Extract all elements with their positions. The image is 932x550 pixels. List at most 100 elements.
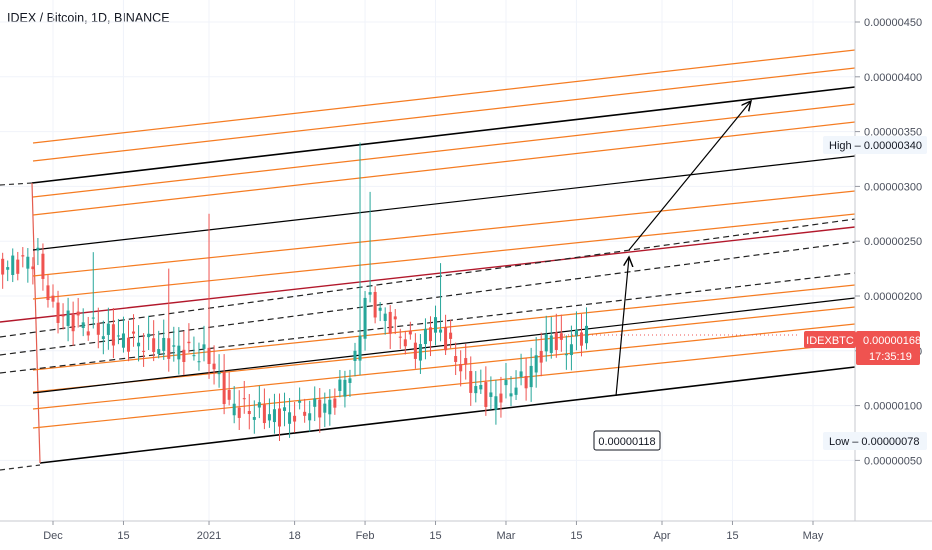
high-label: High – 0.00000340: [829, 140, 922, 152]
candle-body: [484, 382, 488, 407]
candle-body: [569, 344, 573, 356]
fib-line: [32, 323, 856, 410]
x-tick-label: May: [803, 530, 824, 542]
y-tick-label: 0.00000350: [864, 127, 922, 139]
candle-body: [338, 379, 342, 391]
candle-body: [76, 311, 80, 316]
fib-line: [32, 49, 856, 144]
candle-body: [413, 342, 417, 359]
candle-body: [232, 403, 236, 416]
candle-body: [333, 398, 337, 408]
candle-body: [202, 344, 206, 349]
dashed-line: [0, 272, 856, 374]
candle-body: [86, 331, 90, 336]
candle-body: [534, 355, 538, 373]
candle-body: [126, 337, 131, 352]
candle-body: [96, 322, 100, 335]
arrow-to-target: [628, 101, 751, 251]
candle-body: [439, 329, 443, 333]
y-tick-label: 0.00000450: [864, 17, 922, 29]
fib-line: [32, 103, 856, 198]
fib-line: [32, 342, 856, 429]
candle-body: [363, 297, 367, 339]
candle-body: [257, 402, 261, 408]
candle-body: [579, 332, 583, 346]
candle-body: [192, 355, 196, 357]
candle-body: [272, 409, 276, 423]
candle-body: [293, 415, 297, 422]
candle-body: [408, 330, 412, 335]
candle-body: [237, 407, 241, 418]
candle-body: [247, 410, 251, 415]
x-tick-label: 2021: [197, 530, 221, 542]
candle-body: [489, 392, 493, 397]
annotation-text: 0.00000118: [598, 436, 655, 448]
candle-body: [474, 386, 478, 394]
candle-body: [428, 327, 432, 342]
low-label-box: [823, 432, 927, 450]
candle-body: [398, 336, 402, 338]
y-tick-label: 0.00000250: [864, 236, 922, 248]
candle-body: [31, 266, 35, 270]
candle-body: [529, 365, 533, 388]
candle-body: [81, 322, 85, 329]
candle-body: [469, 371, 473, 393]
candle-body: [554, 332, 558, 350]
channel-quarter-bottom: [32, 297, 856, 394]
candle-body: [121, 333, 125, 348]
candle-body: [549, 335, 553, 353]
candle-body: [499, 393, 503, 403]
candle-body: [313, 398, 317, 407]
candle-body: [56, 302, 60, 323]
candle-body: [21, 255, 25, 257]
time-axis: Dec 15 2021 18 Feb 15 Mar 15 Apr 15 May: [43, 521, 824, 542]
candle-body: [494, 396, 498, 410]
x-tick-label: Apr: [653, 530, 670, 542]
candle-body: [137, 342, 141, 347]
x-tick-label: 18: [288, 530, 300, 542]
candle-body: [157, 349, 161, 354]
candle-body: [51, 295, 55, 302]
channel-top-extension: [0, 182, 33, 186]
candle-body: [373, 291, 377, 318]
candle-body: [353, 350, 357, 361]
candle-body: [454, 356, 458, 362]
candle-body: [358, 335, 362, 361]
candle-body: [111, 324, 115, 346]
candle-body: [574, 329, 578, 337]
y-tick-label: 0.00000200: [864, 291, 922, 303]
channel-bottom-extension: [0, 464, 41, 471]
candle-body: [423, 328, 427, 345]
candle-body: [519, 371, 523, 377]
candle-body: [459, 364, 463, 372]
grid: [0, 0, 855, 521]
x-tick-label: Dec: [43, 530, 63, 542]
candle-body: [91, 317, 95, 319]
dashed-line: [0, 241, 856, 356]
symbol-tag-box: [804, 331, 856, 348]
x-tick-label: 15: [117, 530, 129, 542]
candle-body: [303, 411, 307, 416]
x-tick-label: Feb: [356, 530, 375, 542]
candle-body: [388, 311, 392, 334]
candle-body: [277, 408, 281, 427]
x-tick-label: 15: [726, 530, 738, 542]
candles: [1, 142, 589, 441]
candle-body: [464, 358, 468, 365]
candle-body: [217, 372, 221, 375]
y-tick-label: 0.00000100: [864, 401, 922, 413]
candle-body: [61, 315, 65, 317]
candle-body: [444, 327, 448, 351]
arrows: [560, 101, 800, 397]
candle-body: [142, 350, 146, 352]
x-tick-label: 15: [570, 530, 582, 542]
candle-body: [177, 345, 181, 360]
candle-body: [207, 347, 211, 364]
candle-body: [187, 341, 191, 344]
candle-body: [318, 399, 322, 418]
candle-body: [71, 314, 75, 332]
candle-body: [544, 334, 548, 352]
candle-body: [509, 393, 513, 397]
candle-body: [152, 338, 156, 352]
